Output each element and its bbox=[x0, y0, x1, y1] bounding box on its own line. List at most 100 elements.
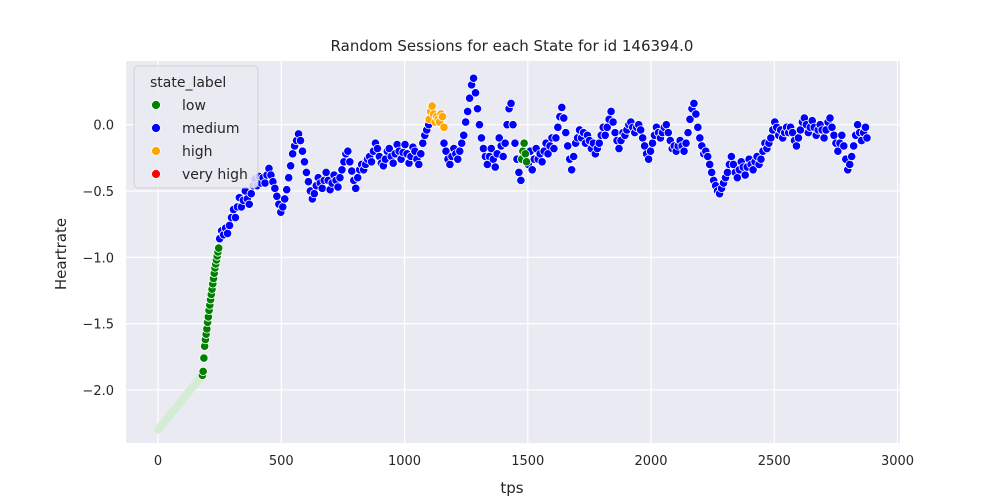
point-medium bbox=[476, 133, 487, 143]
point-medium bbox=[224, 220, 235, 231]
legend-label: high bbox=[182, 144, 213, 160]
point-medium bbox=[862, 133, 872, 143]
point-medium bbox=[230, 212, 241, 223]
point-medium bbox=[353, 173, 363, 183]
point-medium bbox=[827, 122, 837, 132]
point-medium bbox=[416, 149, 426, 159]
point-medium bbox=[756, 154, 766, 164]
point-medium bbox=[849, 141, 859, 151]
faint-segment bbox=[154, 372, 206, 434]
point-medium bbox=[559, 113, 569, 123]
y-tick-label: −0.5 bbox=[82, 185, 114, 200]
point-medium bbox=[647, 138, 658, 148]
point-medium bbox=[793, 133, 804, 143]
point-medium bbox=[643, 154, 654, 164]
point-medium bbox=[457, 138, 467, 148]
point-medium bbox=[468, 73, 479, 83]
legend-marker bbox=[151, 169, 161, 179]
point-medium bbox=[606, 106, 616, 117]
point-medium bbox=[689, 98, 699, 109]
point-medium bbox=[284, 173, 294, 183]
point-medium bbox=[553, 122, 563, 132]
point-medium bbox=[636, 125, 646, 135]
point-medium bbox=[246, 189, 256, 199]
y-tick-labels: −2.0 −1.5 −1.0 −0.5 0.0 bbox=[82, 119, 114, 399]
point-medium bbox=[722, 167, 733, 178]
x-tick-label: 2000 bbox=[634, 454, 667, 469]
point-medium bbox=[825, 113, 835, 123]
point-medium bbox=[297, 146, 308, 156]
x-tick-label: 500 bbox=[269, 454, 294, 469]
point-medium bbox=[594, 138, 604, 148]
point-medium bbox=[683, 128, 693, 138]
x-tick-label: 3000 bbox=[881, 454, 914, 469]
point-medium bbox=[567, 165, 577, 175]
legend: state_label low medium high very high bbox=[133, 65, 259, 189]
point-medium bbox=[703, 151, 713, 162]
point-medium bbox=[321, 167, 331, 178]
x-axis-label: tps bbox=[500, 479, 523, 497]
point-medium bbox=[288, 149, 298, 159]
point-high bbox=[427, 101, 437, 111]
point-medium bbox=[337, 165, 347, 175]
point-medium bbox=[347, 166, 357, 176]
point-medium bbox=[472, 104, 483, 114]
point-medium bbox=[463, 106, 473, 117]
point-medium bbox=[685, 114, 695, 124]
point-low bbox=[199, 353, 209, 363]
point-medium bbox=[732, 173, 742, 183]
point-medium bbox=[278, 202, 288, 212]
point-medium bbox=[388, 158, 398, 168]
point-medium bbox=[474, 120, 485, 130]
point-medium bbox=[295, 135, 306, 146]
point-medium bbox=[661, 120, 671, 130]
point-medium bbox=[301, 167, 312, 178]
point-low bbox=[214, 243, 224, 253]
x-tick-label: 1500 bbox=[511, 454, 544, 469]
point-medium bbox=[498, 151, 508, 162]
point-medium bbox=[508, 120, 518, 130]
point-medium bbox=[726, 151, 736, 162]
point-medium bbox=[299, 157, 310, 167]
point-medium bbox=[286, 161, 296, 171]
point-medium bbox=[282, 185, 292, 195]
point-medium bbox=[418, 138, 428, 148]
y-tick-label: −1.0 bbox=[82, 251, 114, 266]
point-medium bbox=[309, 189, 319, 199]
point-medium bbox=[707, 167, 717, 178]
point-medium bbox=[272, 191, 282, 201]
point-medium bbox=[829, 130, 839, 140]
point-medium bbox=[333, 182, 343, 192]
point-medium bbox=[569, 151, 579, 162]
faint-line bbox=[154, 372, 206, 434]
point-medium bbox=[537, 157, 547, 167]
point-low bbox=[521, 157, 532, 167]
point-medium bbox=[663, 128, 673, 138]
chart-title: Random Sessions for each State for id 14… bbox=[331, 37, 694, 55]
point-medium bbox=[819, 133, 829, 143]
point-medium bbox=[600, 130, 610, 140]
point-medium bbox=[638, 133, 648, 143]
point-high bbox=[439, 122, 449, 132]
point-medium bbox=[549, 143, 559, 154]
point-medium bbox=[366, 157, 377, 167]
x-tick-labels: 0 500 1000 1500 2000 2500 3000 bbox=[154, 454, 914, 469]
point-medium bbox=[478, 143, 489, 154]
point-medium bbox=[500, 138, 510, 148]
point-medium bbox=[853, 120, 863, 130]
point-medium bbox=[681, 138, 691, 148]
point-medium bbox=[465, 93, 475, 103]
point-medium bbox=[614, 143, 624, 154]
point-medium bbox=[400, 139, 410, 150]
point-medium bbox=[527, 165, 537, 175]
data-points bbox=[197, 73, 872, 380]
point-medium bbox=[551, 133, 561, 143]
legend-label: very high bbox=[182, 167, 248, 183]
point-medium bbox=[270, 183, 280, 193]
point-low bbox=[519, 138, 529, 148]
point-medium bbox=[414, 159, 424, 170]
point-medium bbox=[691, 109, 701, 119]
point-medium bbox=[351, 183, 361, 193]
point-medium bbox=[557, 102, 567, 113]
